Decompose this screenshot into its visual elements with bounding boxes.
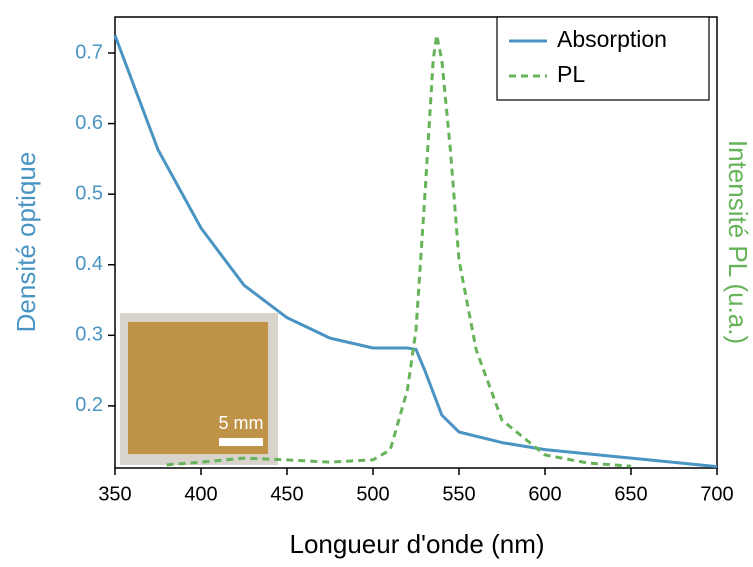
series-line xyxy=(113,34,718,469)
x-tick-label: 400 xyxy=(184,483,217,505)
y-tick-label: 0.5 xyxy=(75,182,103,204)
legend-label: PL xyxy=(557,61,585,87)
inset-sample xyxy=(128,322,268,454)
x-tick-label: 350 xyxy=(98,483,131,505)
x-tick-label: 450 xyxy=(270,483,303,505)
scale-bar xyxy=(219,438,263,446)
y-tick-label: 0.7 xyxy=(75,41,103,63)
legend-label: Absorption xyxy=(557,26,667,52)
inset-photo: 5 mm xyxy=(120,313,278,465)
x-tick-label: 700 xyxy=(700,483,733,505)
x-tick-label: 650 xyxy=(614,483,647,505)
y-tick-label: 0.3 xyxy=(75,324,103,346)
x-tick-label: 550 xyxy=(442,483,475,505)
y-tick-label: 0.2 xyxy=(75,394,103,416)
plot-frame xyxy=(114,16,718,469)
y2-axis-label: Intensité PL (u.a.) xyxy=(723,140,753,344)
y-tick-label: 0.6 xyxy=(75,112,103,134)
x-tick-label: 500 xyxy=(356,483,389,505)
x-tick-label: 600 xyxy=(528,483,561,505)
inset-label: 5 mm xyxy=(219,413,264,433)
y-axis-label: Densité optique xyxy=(11,152,41,333)
series-line xyxy=(166,33,632,468)
legend-box xyxy=(496,16,710,101)
x-axis-label: Longueur d'onde (nm) xyxy=(289,529,544,559)
y-tick-label: 0.4 xyxy=(75,253,103,275)
